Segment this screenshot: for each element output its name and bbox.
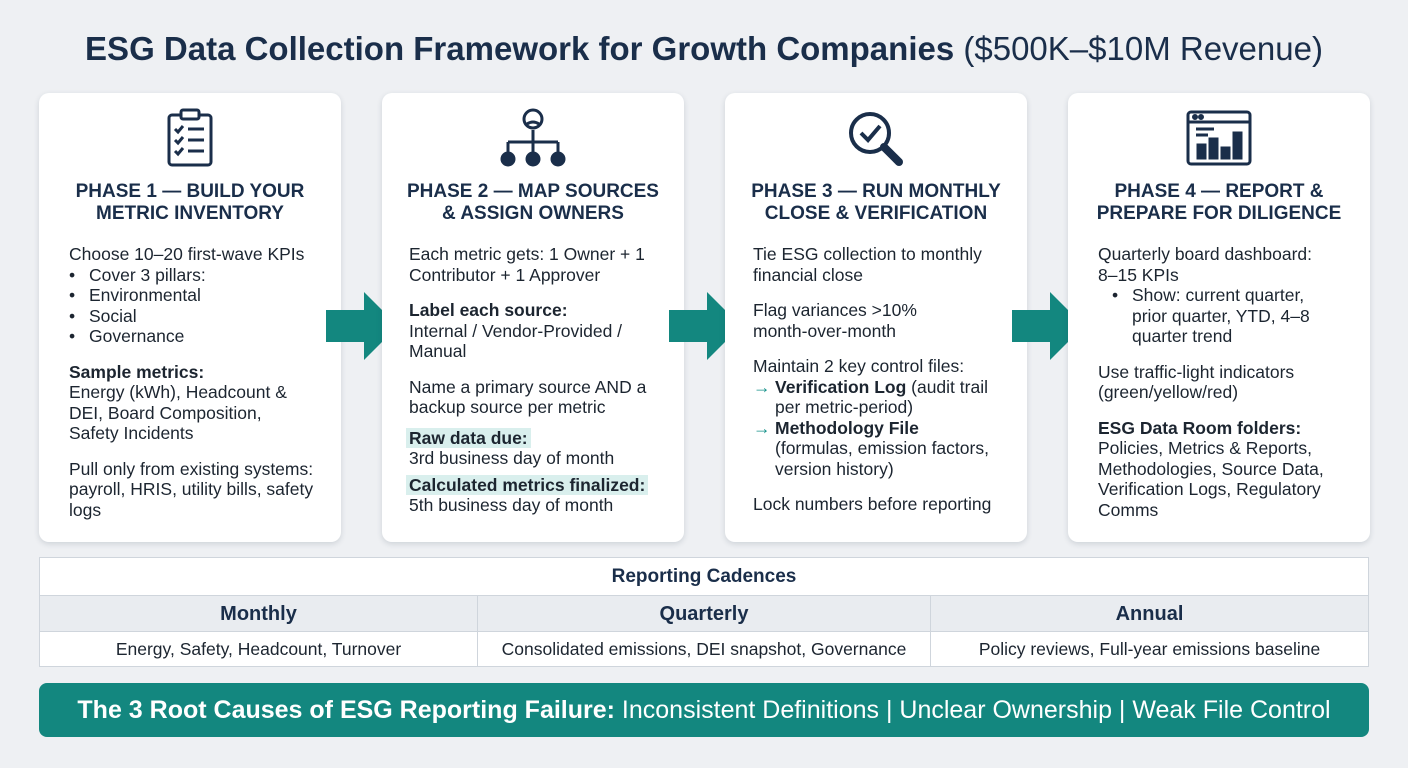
cell-annual: Policy reviews, Full-year emissions base… <box>978 639 1321 659</box>
phase-4-title: PHASE 4 — REPORT & PREPARE FOR DILIGENCE <box>1096 181 1342 224</box>
phase-2-title: PHASE 2 — MAP SOURCES & ASSIGN OWNERS <box>407 181 659 224</box>
magnifier-check-icon <box>725 107 1027 169</box>
arrow-right-icon <box>1012 292 1084 360</box>
arrow-right-icon <box>326 292 398 360</box>
phase-4-dash: Quarterly board dashboard: 8–15 KPIs <box>1098 244 1313 285</box>
table-header-row: Monthly Quarterly Annual <box>40 596 1368 632</box>
phase-2-source-text: Name a primary source AND a backup sourc… <box>409 376 647 418</box>
list-item: Governance <box>89 326 323 347</box>
cadence-table: Reporting Cadences Monthly Quarterly Ann… <box>39 557 1369 667</box>
phase-1-card: PHASE 1 — BUILD YOUR METRIC INVENTORY Ch… <box>39 93 341 542</box>
phase-1-sample-text: Energy (kWh), Headcount & DEI, Board Com… <box>69 382 287 443</box>
phase-1-intro: Choose 10–20 first-wave KPIs <box>69 244 305 264</box>
phase-2-calc-text: 5th business day of month <box>409 495 614 515</box>
phase-1-bullets: Cover 3 pillars: Environmental Social Go… <box>69 265 323 347</box>
phase-2-owners: Each metric gets: 1 Owner + 1 Contributo… <box>409 244 645 285</box>
phase-4-room-text: Policies, Metrics & Reports, Methodologi… <box>1098 438 1324 520</box>
title-sub: ($500K–$10M Revenue) <box>963 30 1323 67</box>
phase-3-card: PHASE 3 — RUN MONTHLY CLOSE & VERIFICATI… <box>725 93 1027 542</box>
title-main: ESG Data Collection Framework for Growth… <box>85 30 955 67</box>
phase-3-body: Tie ESG collection to monthly financial … <box>753 244 1009 515</box>
phase-4-traffic: Use traffic-light indicators (green/yell… <box>1098 361 1295 403</box>
phase-1-title: PHASE 1 — BUILD YOUR METRIC INVENTORY <box>75 181 305 224</box>
phase-2-card: PHASE 2 — MAP SOURCES & ASSIGN OWNERS Ea… <box>382 93 684 542</box>
cell-quarterly: Consolidated emissions, DEI snapshot, Go… <box>478 632 931 666</box>
phase-1-body: Choose 10–20 first-wave KPIs Cover 3 pil… <box>69 244 323 520</box>
org-chart-icon <box>382 107 684 169</box>
phase-2-raw-label: Raw data due: <box>406 427 531 448</box>
phase-3-file-2: → Methodology File (formulas, emission fa… <box>753 417 989 479</box>
list-item: Social <box>89 306 323 327</box>
banner-causes: Inconsistent Definitions | Unclear Owner… <box>621 696 1331 724</box>
col-header-quarterly: Quarterly <box>478 596 931 631</box>
list-item: Cover 3 pillars: <box>89 265 323 286</box>
clipboard-checklist-icon <box>39 107 341 169</box>
phase-3-lock: Lock numbers before reporting <box>753 494 992 514</box>
page-title: ESG Data Collection Framework for Growth… <box>0 30 1408 68</box>
phase-2-label-head: Label each source: <box>409 300 568 320</box>
phase-1-pull-text: Pull only from existing systems: payroll… <box>69 458 314 520</box>
arrow-right-icon <box>669 292 741 360</box>
phase-3-maintain: Maintain 2 key control files: <box>753 356 965 376</box>
list-item: Environmental <box>89 285 323 306</box>
cell-monthly: Energy, Safety, Headcount, Turnover <box>40 632 478 666</box>
col-header-annual: Annual <box>1115 603 1184 625</box>
phase-3-title: PHASE 3 — RUN MONTHLY CLOSE & VERIFICATI… <box>751 181 1001 224</box>
phase-2-label-text: Internal / Vendor-Provided / Manual <box>409 320 623 362</box>
phase-2-calc-label: Calculated metrics finalized: <box>406 474 649 495</box>
phase-4-card: PHASE 4 — REPORT & PREPARE FOR DILIGENCE… <box>1068 93 1370 542</box>
phase-3-file-1: → Verification Log (audit trail per metr… <box>753 376 988 418</box>
dashboard-chart-icon <box>1068 107 1370 169</box>
arrow-small-icon: → <box>753 376 771 397</box>
banner-title: The 3 Root Causes of ESG Reporting Failu… <box>77 696 615 724</box>
list-item: Show: current quarter, prior quarter, YT… <box>1132 285 1352 347</box>
arrow-small-icon: → <box>753 417 771 438</box>
root-causes-banner: The 3 Root Causes of ESG Reporting Failu… <box>39 683 1369 737</box>
phase-3-flag: Flag variances >10% month-over-month <box>753 300 917 341</box>
phase-2-raw-text: 3rd business day of month <box>409 448 615 468</box>
phase-4-room-label: ESG Data Room folders: <box>1098 417 1302 438</box>
phase-1-sample-label: Sample metrics: <box>69 361 205 382</box>
phase-4-body: Quarterly board dashboard: 8–15 KPIs Sho… <box>1098 244 1352 520</box>
table-row: Energy, Safety, Headcount, Turnover Cons… <box>40 632 1368 666</box>
cadence-caption: Reporting Cadences <box>40 558 1368 596</box>
phase-3-tie: Tie ESG collection to monthly financial … <box>753 244 982 285</box>
col-header-monthly: Monthly <box>40 596 478 631</box>
phase-2-body: Each metric gets: 1 Owner + 1 Contributo… <box>406 244 666 516</box>
